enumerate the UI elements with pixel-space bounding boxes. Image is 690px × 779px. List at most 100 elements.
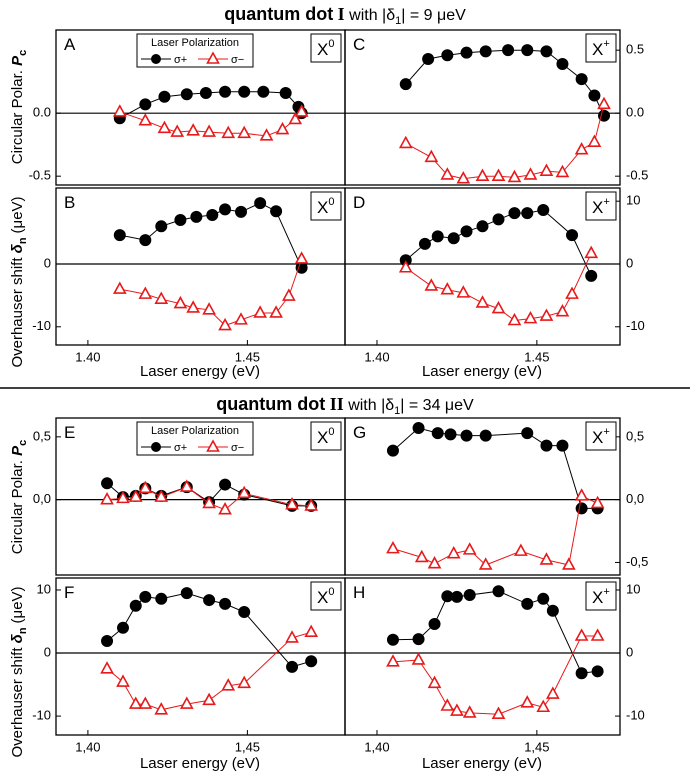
data-point [561, 557, 576, 570]
y-tick-label: 0,5 [626, 428, 644, 443]
data-point [492, 213, 505, 226]
title-after: | = 9 μeV [401, 7, 466, 24]
data-point [101, 635, 114, 648]
annotation-text: X [317, 198, 328, 217]
title-text: with |δ [347, 397, 394, 414]
data-point [588, 89, 601, 102]
data-point [507, 169, 522, 183]
data-point [154, 702, 169, 715]
data-point [536, 699, 551, 713]
data-point [179, 696, 194, 709]
data-point [100, 491, 114, 505]
data-point [386, 654, 400, 667]
y-tick-label: 0,0 [626, 491, 644, 506]
y-tick-label: 0 [626, 644, 633, 659]
data-point [398, 135, 413, 149]
data-point [116, 674, 130, 687]
annotation-box [310, 33, 342, 63]
data-point [428, 618, 441, 631]
annotation: X+ [592, 426, 610, 447]
data-point [507, 312, 522, 326]
x-axis-label: Laser energy (eV) [422, 363, 542, 380]
y-tick-label: -0.5 [29, 168, 51, 183]
label-sub: c [17, 440, 29, 446]
data-point [431, 427, 444, 440]
data-point [556, 58, 569, 71]
data-point [386, 444, 399, 457]
data-point [269, 305, 283, 318]
data-point [508, 207, 521, 220]
data-point [587, 134, 602, 147]
data-point [399, 78, 412, 91]
data-point [253, 305, 268, 318]
data-point [173, 295, 188, 309]
legend-label: σ+ [174, 54, 187, 66]
data-point [294, 251, 309, 264]
data-point [546, 604, 559, 617]
data-point [440, 167, 455, 180]
data-point [456, 285, 471, 298]
annotation-box [585, 191, 617, 221]
annotation-sup: 0 [328, 426, 334, 438]
title-numeral: I [338, 4, 345, 24]
data-point [462, 705, 477, 718]
x-axis-label: Laser energy (eV) [140, 755, 260, 772]
annotation-box [585, 421, 617, 451]
data-point [460, 46, 473, 59]
data-point [238, 606, 251, 619]
series-line [405, 104, 605, 180]
title-bold: quantum dot [224, 4, 333, 24]
data-point [138, 113, 153, 126]
data-point [259, 128, 274, 141]
data-point [202, 124, 216, 137]
data-point [112, 104, 127, 117]
panel-frame [344, 577, 621, 736]
data-point [441, 49, 454, 62]
label-symbol: P [9, 445, 26, 456]
data-point [190, 210, 203, 223]
annotation-sup: 0 [328, 586, 334, 598]
data-point [257, 85, 270, 98]
annotation-box [585, 33, 617, 63]
annotation-sup: 0 [328, 38, 334, 50]
label-text: Overhauser shift [9, 257, 26, 368]
data-point [202, 495, 216, 509]
data-point [523, 167, 538, 180]
data-point [537, 592, 550, 605]
data-point [584, 245, 599, 259]
panel-label: C [353, 35, 365, 54]
data-point [155, 592, 168, 605]
annotation-text: X [317, 588, 328, 607]
annotation-text: X [317, 40, 328, 59]
data-point [412, 422, 425, 435]
section-title: quantum dot I with |δ1| = 9 μeV [224, 4, 466, 27]
data-point [221, 125, 236, 139]
annotation-sup: + [603, 426, 609, 438]
data-point [101, 477, 114, 490]
y-axis-label: Circular Polar. Pc [9, 50, 29, 165]
annotation-box [585, 581, 617, 611]
title-bold: quantum dot [216, 394, 325, 414]
y-axis-label: Overhauser shift δn (μeV) [9, 196, 29, 367]
data-point [540, 45, 553, 58]
data-point [422, 52, 435, 65]
label-text: Circular Polar. [9, 460, 26, 554]
series-line [392, 590, 598, 674]
x-axis-label: Laser energy (eV) [140, 363, 260, 380]
legend-title: Laser Polarization [151, 425, 239, 437]
data-point [539, 308, 554, 321]
panel-label: D [353, 193, 365, 212]
data-point [218, 317, 232, 331]
annotation-box [310, 191, 342, 221]
legend-title: Laser Polarization [151, 37, 239, 49]
data-point [424, 278, 439, 291]
panel-label: G [353, 423, 366, 442]
data-point [462, 542, 477, 555]
annotation-box [310, 421, 342, 451]
data-point [591, 665, 604, 678]
x-axis-label: Laser energy (eV) [422, 755, 542, 772]
data-point [275, 121, 290, 135]
y-tick-label: 0 [44, 255, 51, 270]
data-point [237, 485, 252, 499]
data-point [574, 488, 589, 501]
